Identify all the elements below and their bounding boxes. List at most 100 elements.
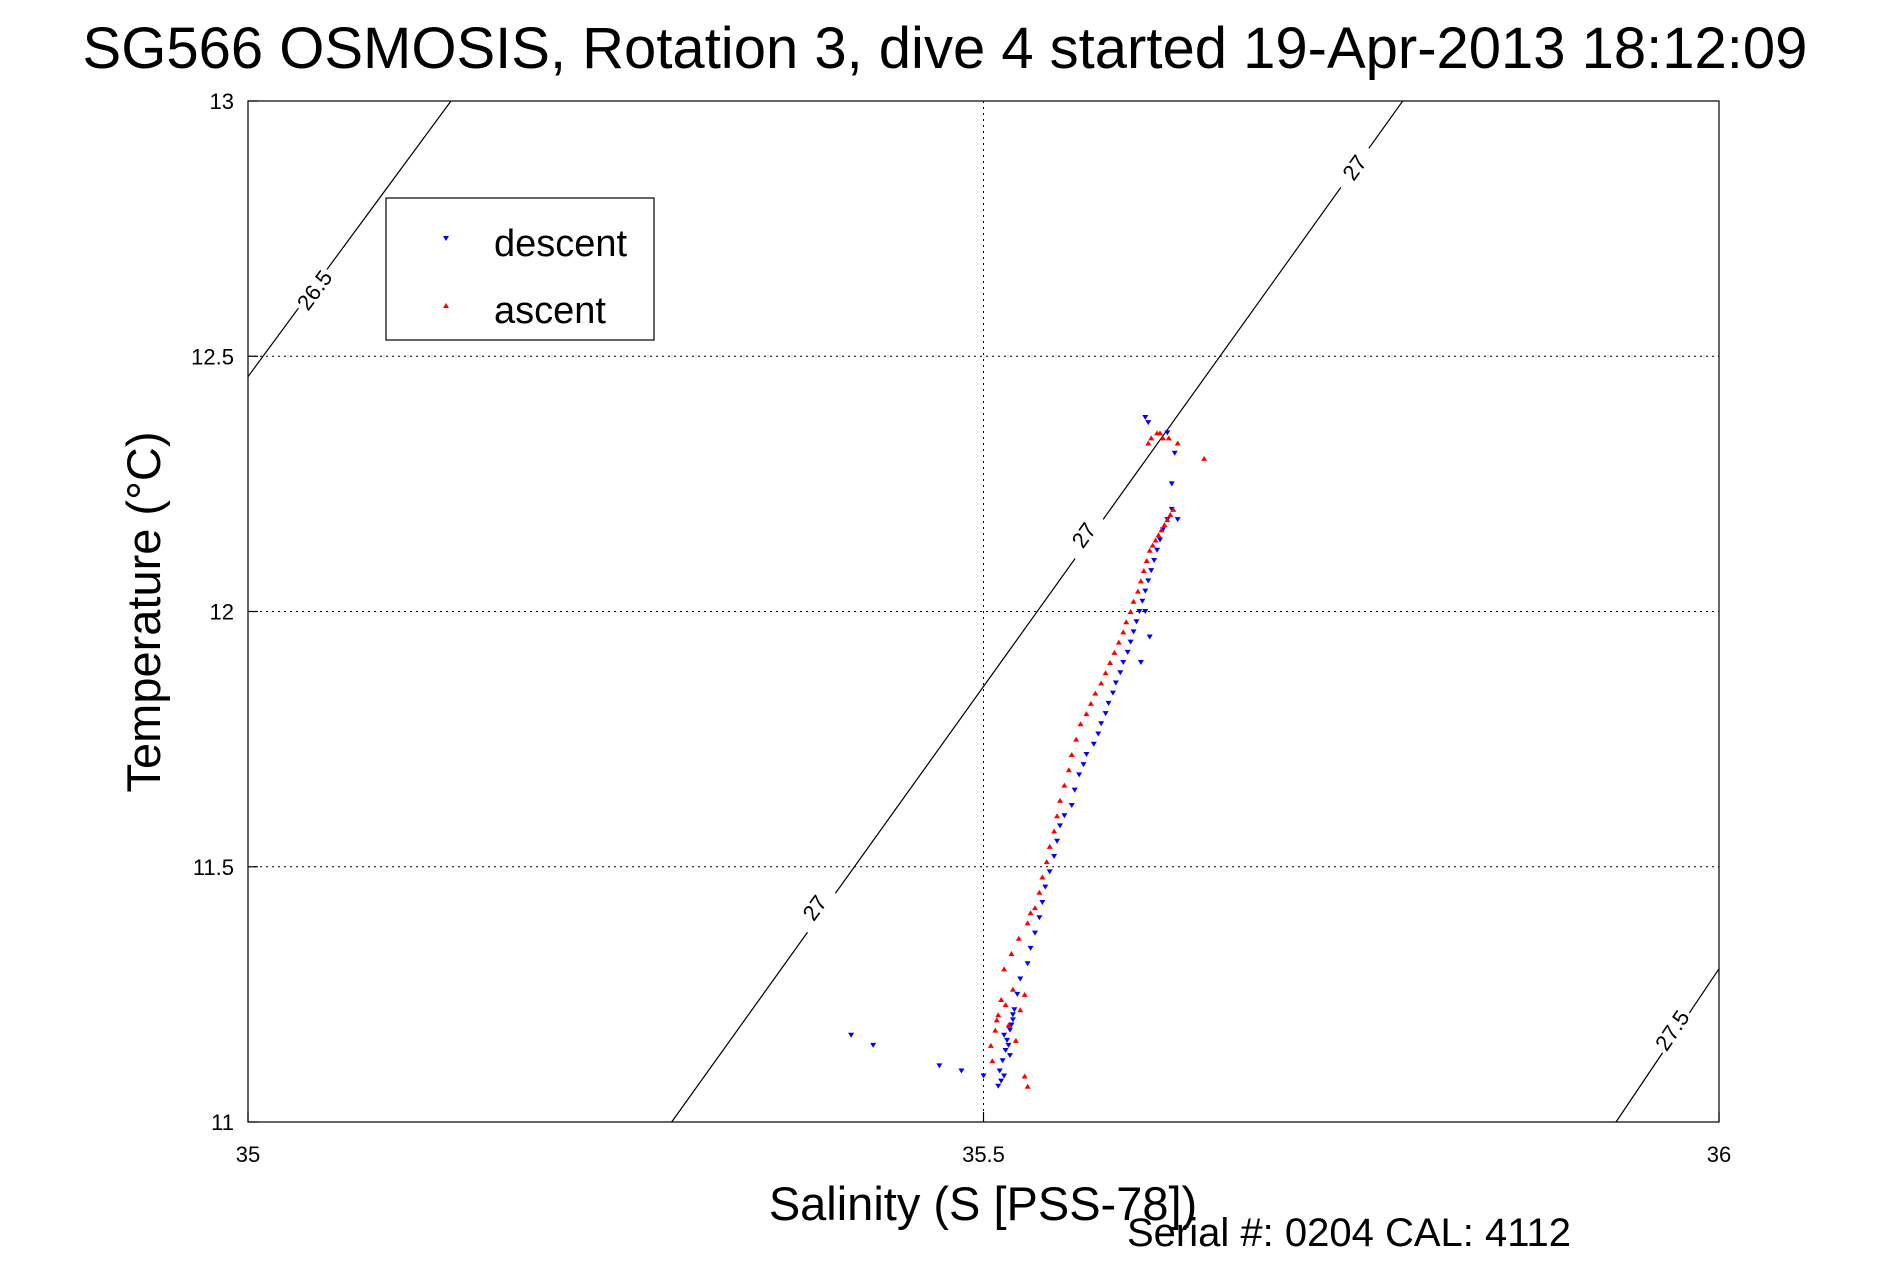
descent-point	[1145, 578, 1152, 584]
ascent-point	[1043, 859, 1050, 865]
ascent-point	[1087, 700, 1094, 706]
ascent-point	[1149, 542, 1156, 548]
ascent-point	[1123, 619, 1130, 625]
descent-point	[1102, 711, 1109, 717]
descent-point	[999, 1058, 1006, 1064]
ascent-point	[1092, 690, 1099, 696]
ascent-point	[1001, 966, 1008, 972]
descent-point	[1120, 660, 1127, 666]
descent-point	[1001, 1032, 1008, 1038]
descent-point	[1112, 680, 1119, 686]
y-tick-label: 12	[210, 600, 234, 625]
ascent-point	[995, 1012, 1002, 1018]
descent-point	[995, 1083, 1002, 1089]
descent-point	[1046, 869, 1053, 875]
y-tick-label: 12.5	[191, 344, 234, 369]
descent-point	[996, 1068, 1003, 1074]
descent-point	[1083, 751, 1090, 757]
descent-point	[1009, 1017, 1016, 1023]
ascent-point	[1154, 430, 1161, 436]
ascent-point	[1174, 440, 1181, 446]
ascent-point	[1165, 435, 1172, 441]
descent-point	[1042, 884, 1049, 890]
legend: descent ascent	[385, 197, 655, 341]
descent-point	[1146, 634, 1153, 640]
descent-point	[1071, 787, 1078, 793]
ascent-point	[1152, 537, 1159, 543]
descent-point	[848, 1032, 855, 1038]
ascent-point	[1115, 639, 1122, 645]
axis-ticks: 35 35.5 36 11 11.5 12 12.5 13	[191, 89, 1731, 1167]
descent-point	[1024, 961, 1031, 967]
ascent-point	[1077, 721, 1084, 727]
descent-point	[1056, 823, 1063, 829]
descent-point	[1157, 537, 1164, 543]
descent-point	[1061, 813, 1068, 819]
ascent-point	[987, 1042, 994, 1048]
isopycnal-label-bg	[1646, 1002, 1697, 1058]
y-tick-label: 11	[211, 1110, 234, 1135]
ascent-point	[1170, 506, 1177, 512]
legend-marker-ascent	[443, 303, 449, 308]
descent-point	[1154, 547, 1161, 553]
ascent-point	[1005, 1022, 1012, 1028]
data-points	[848, 415, 1208, 1089]
descent-point	[1124, 649, 1131, 655]
descent-point	[1090, 741, 1097, 747]
ascent-point	[992, 1027, 999, 1033]
ascent-point	[1158, 527, 1165, 533]
chart-title: SG566 OSMOSIS, Rotation 3, dive 4 starte…	[83, 16, 1808, 81]
descent-point	[1006, 1053, 1013, 1059]
x-tick-label: 35	[236, 1142, 260, 1167]
descent-point	[1068, 802, 1075, 808]
descent-point	[1130, 629, 1137, 635]
ascent-point	[1102, 670, 1109, 676]
ascent-point	[998, 996, 1005, 1002]
descent-point	[1027, 945, 1034, 951]
descent-point	[1011, 1007, 1018, 1013]
descent-point	[1151, 557, 1158, 563]
isopycnal-label-bg	[288, 262, 340, 318]
ascent-point	[1127, 609, 1134, 614]
ascent-point	[989, 1058, 996, 1064]
ascent-point	[1073, 736, 1080, 742]
ascent-point	[1164, 517, 1171, 523]
descent-point	[958, 1068, 965, 1074]
ascent-point	[1008, 951, 1015, 957]
descent-point	[1142, 415, 1149, 421]
x-tick-label: 36	[1707, 1142, 1731, 1167]
isopycnal-label-bg	[1058, 507, 1109, 563]
descent-point	[936, 1063, 943, 1069]
ascent-point	[1161, 522, 1168, 528]
ascent-point	[1012, 1037, 1019, 1043]
descent-point	[1054, 838, 1061, 844]
ascent-point	[1065, 767, 1072, 773]
ascent-point	[1140, 568, 1147, 574]
ascent-point	[1021, 1073, 1028, 1079]
descent-point	[1136, 609, 1143, 614]
ascent-point	[1027, 910, 1034, 916]
ascent-point	[1056, 797, 1063, 803]
descent-point	[1164, 430, 1171, 436]
ascent-point	[1098, 680, 1105, 686]
descent-point	[1142, 609, 1149, 614]
descent-point	[998, 1078, 1005, 1084]
ascent-point	[1009, 986, 1016, 992]
ascent-point	[1130, 598, 1137, 604]
ascent-point	[1036, 889, 1043, 895]
descent-point	[1080, 762, 1087, 768]
descent-point	[980, 1073, 987, 1079]
ascent-point	[1002, 1002, 1009, 1008]
isopycnal-line	[671, 100, 1404, 1123]
ascent-point	[1039, 874, 1046, 880]
ascent-point	[1024, 920, 1031, 926]
descent-point	[1098, 721, 1105, 727]
descent-point	[1142, 588, 1149, 594]
serial-footnote: Serial #: 0204 CAL: 4112	[1127, 1211, 1571, 1255]
descent-point	[1076, 772, 1083, 778]
legend-label-ascent: ascent	[494, 290, 606, 332]
descent-point	[1148, 568, 1155, 574]
x-axis-label: Salinity (S [PSS-78])	[769, 1177, 1197, 1230]
